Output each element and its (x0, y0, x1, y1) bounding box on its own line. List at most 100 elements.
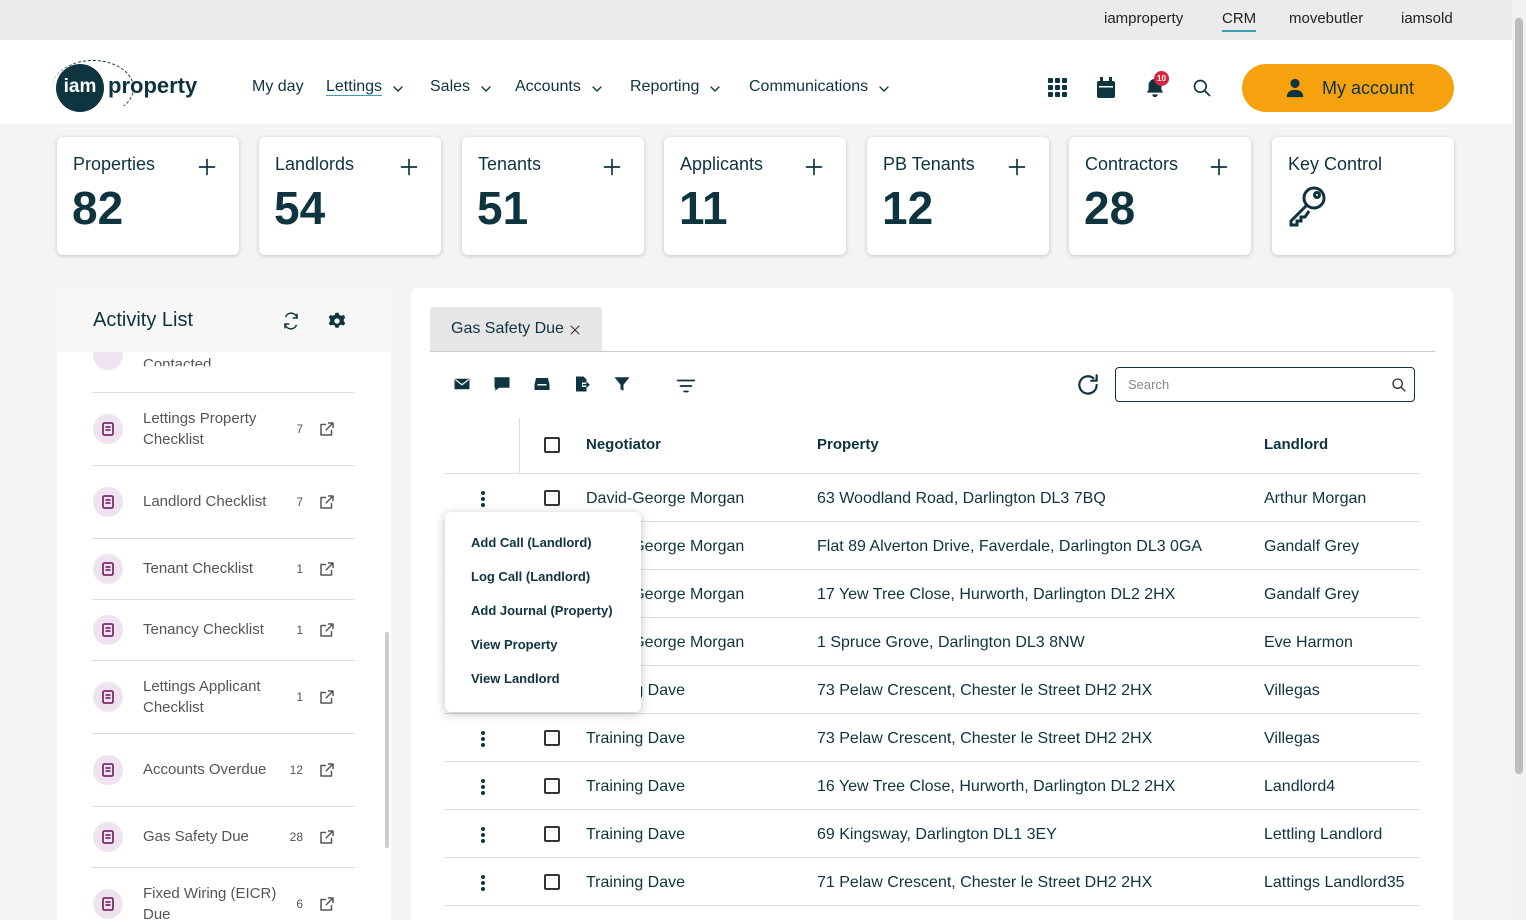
stat-value: 11 (679, 182, 728, 234)
top-link[interactable]: movebutler (1289, 10, 1364, 27)
row-rule (444, 761, 1420, 762)
menu-item[interactable]: Log Call (Landlord) (471, 569, 591, 584)
menu-item[interactable]: View Property (471, 637, 558, 652)
tab-close[interactable] (569, 323, 581, 335)
checkbox[interactable] (544, 730, 560, 746)
checkbox[interactable] (544, 826, 560, 842)
add-button[interactable] (804, 157, 824, 177)
stat-card[interactable]: Contractors 28 (1069, 137, 1251, 255)
tab[interactable]: Gas Safety Due (430, 307, 602, 352)
row-rule (444, 521, 1420, 522)
separator (92, 599, 355, 600)
nav-chevron (707, 81, 723, 97)
menu-item[interactable]: View Landlord (471, 671, 560, 686)
nav-item[interactable]: Accounts (515, 78, 581, 95)
stat-card[interactable]: Key Control (1272, 137, 1454, 255)
stat-card[interactable]: Applicants 11 (664, 137, 846, 255)
settings-icon[interactable] (328, 312, 346, 330)
open-link[interactable] (318, 895, 336, 913)
stat-card[interactable]: PB Tenants 12 (867, 137, 1049, 255)
open-link[interactable] (318, 493, 336, 511)
table-cell: David-George Morgan (586, 490, 745, 507)
activity-label: Landlord Checklist (143, 493, 267, 510)
open-link[interactable] (318, 688, 336, 706)
add-button[interactable] (602, 157, 622, 177)
stat-label: Applicants (680, 154, 764, 174)
menu-item[interactable]: Add Journal (Property) (471, 603, 613, 618)
separator (92, 867, 355, 868)
add-button[interactable] (1007, 157, 1027, 177)
stat-card[interactable]: Tenants 51 (462, 137, 644, 255)
activity-count: 1 (296, 689, 303, 704)
activity-label: Lettings Property Checklist (143, 409, 257, 448)
menu-item[interactable]: Add Call (Landlord) (471, 535, 592, 550)
nav-item[interactable]: Sales (430, 78, 471, 95)
search-icon (1391, 377, 1407, 393)
add-button[interactable] (1209, 157, 1229, 177)
nav-chevron (589, 81, 605, 97)
search-placeholder: Search (1128, 377, 1170, 392)
row-rule (444, 473, 1420, 474)
row-rule (444, 713, 1420, 714)
stat-card[interactable]: Landlords 54 (259, 137, 441, 255)
top-link[interactable]: iamproperty (1104, 10, 1184, 27)
nav-item[interactable]: Lettings (326, 78, 383, 95)
stat-value: 51 (477, 182, 529, 234)
activity-panel: Activity List Contacted Lettings Property … (57, 288, 391, 920)
row-actions[interactable] (479, 873, 487, 893)
table-cell: Training Dave (586, 730, 686, 747)
open-link[interactable] (318, 560, 336, 578)
row-actions[interactable] (479, 729, 487, 749)
search-box[interactable]: Search (1115, 367, 1415, 402)
open-link[interactable] (318, 761, 336, 779)
separator (92, 806, 355, 807)
stat-card[interactable]: Properties 82 (57, 137, 239, 255)
stat-value: 12 (882, 182, 934, 234)
activity-icon (93, 681, 123, 712)
row-actions[interactable] (479, 777, 487, 797)
refresh-icon[interactable] (282, 312, 300, 330)
checkbox[interactable] (544, 490, 560, 506)
row-actions[interactable] (479, 825, 487, 845)
open-link[interactable] (318, 828, 336, 846)
row-rule (444, 857, 1420, 858)
nav-item[interactable]: Communications (749, 78, 869, 95)
table-cell: 73 Pelaw Crescent, Chester le Street DH2… (817, 682, 1153, 699)
open-link[interactable] (318, 621, 336, 639)
activity-label: Gas Safety Due (143, 828, 249, 845)
table-cell: Villegas (1264, 730, 1320, 747)
toolbar-button[interactable] (453, 375, 475, 397)
checkbox[interactable] (544, 778, 560, 794)
activity-icon (93, 614, 123, 645)
account-button[interactable]: My account (1242, 64, 1454, 112)
separator (92, 465, 355, 466)
nav-item[interactable]: Reporting (630, 78, 700, 95)
activity-icon (93, 486, 123, 517)
row-actions[interactable] (479, 489, 487, 509)
apps-icon[interactable] (1048, 78, 1068, 98)
activity-list: Contacted Lettings Property Checklist 7 Lan… (57, 352, 391, 920)
toolbar-button[interactable] (493, 375, 515, 397)
toolbar-button[interactable] (675, 375, 697, 397)
add-button[interactable] (399, 157, 419, 177)
activity-icon (93, 888, 123, 919)
add-button[interactable] (197, 157, 217, 177)
open-link[interactable] (318, 420, 336, 438)
toolbar-button[interactable] (573, 375, 595, 397)
toolbar-button[interactable] (533, 375, 555, 397)
nav-item[interactable]: My day (252, 78, 304, 95)
checkbox[interactable] (544, 874, 560, 890)
calendar-icon[interactable] (1096, 77, 1116, 99)
column-header: Property (817, 436, 879, 453)
toolbar-button[interactable] (613, 375, 635, 397)
activity-count: 7 (296, 494, 303, 509)
top-link[interactable]: iamsold (1401, 10, 1453, 27)
table-cell: 69 Kingsway, Darlington DL1 3EY (817, 826, 1057, 843)
checkbox[interactable] (544, 437, 560, 453)
context-menu: Add Call (Landlord) Log Call (Landlord) Ad… (445, 512, 641, 712)
tab-label: Gas Safety Due (451, 320, 564, 337)
activity-count: 1 (296, 561, 303, 576)
top-link[interactable]: CRM (1222, 10, 1257, 32)
table-refresh[interactable] (1075, 372, 1101, 398)
search-icon[interactable] (1192, 78, 1212, 98)
